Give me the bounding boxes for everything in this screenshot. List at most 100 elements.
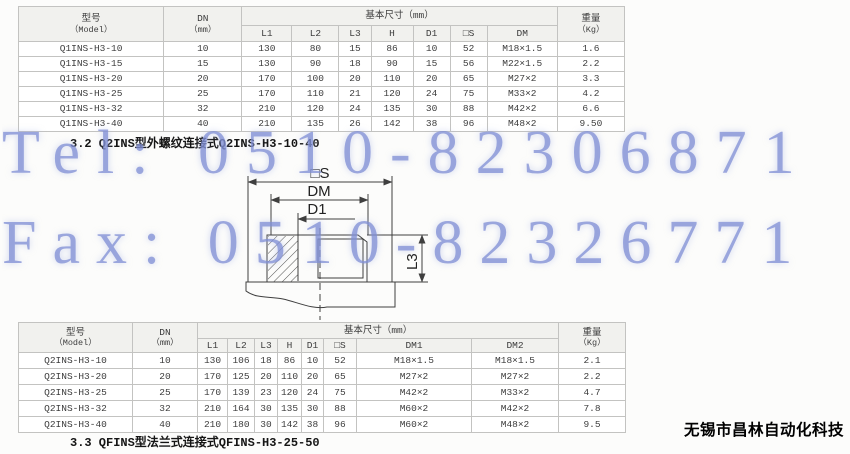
table-cell: 10: [301, 352, 324, 369]
table-row: Q1INS-H3-20 20 170 100 20 110 20 65 M27×2 3.3: [17, 71, 626, 87]
column-header: L3: [338, 25, 372, 42]
table-cell: 110: [277, 368, 302, 385]
section-caption-qfins: 3.3 QFINS型法兰式连接式QFINS-H3-25-50: [70, 436, 320, 450]
table-cell: M42×2: [486, 101, 558, 117]
table-cell: 170: [197, 384, 228, 401]
table-cell: 120: [277, 384, 302, 401]
table-cell: M18×1.5: [470, 352, 560, 369]
table-cell: 3.3: [556, 71, 626, 87]
table-cell: 125: [227, 368, 255, 385]
table-row: Q1INS-H3-10 10 130 80 15 86 10 52 M18×1.5 1.6: [17, 41, 626, 57]
table-cell: M18×1.5: [486, 41, 558, 57]
dim-label-dm: DM: [307, 183, 330, 200]
table-cell: 38: [301, 416, 324, 433]
section-caption-q2ins: 3.2 Q2INS型外螺纹连接式Q2INS-H3-10-40: [70, 137, 320, 151]
fitting-cross-section-diagram: □S DM D1 L3: [245, 165, 428, 320]
table-cell: M48×2: [470, 416, 560, 433]
column-header-weight: 重量 （Kg）: [556, 6, 626, 42]
q2ins-spec-table: 型号 （Model） DN （mm） 基本尺寸（mm） 重量 （Kg） L1 L…: [18, 322, 627, 433]
table-cell: 15: [163, 56, 243, 72]
column-header: L2: [227, 338, 255, 353]
table-cell: 20: [412, 71, 451, 87]
table-cell: 86: [370, 41, 414, 57]
table-cell: 170: [241, 86, 293, 102]
dimension-dm: [270, 194, 369, 235]
table-cell: 75: [323, 384, 357, 401]
table-cell: 52: [323, 352, 357, 369]
table-cell: M42×2: [470, 400, 560, 417]
column-header-weight: 重量 （Kg）: [558, 322, 627, 353]
table-cell: 30: [254, 400, 278, 417]
table-cell: 6.6: [556, 101, 626, 117]
column-header-basic-dimensions: 基本尺寸（mm）: [196, 322, 560, 339]
table-cell: 110: [291, 86, 340, 102]
table-cell: 32: [132, 400, 198, 417]
column-header: L2: [291, 25, 340, 42]
table-cell: M60×2: [356, 400, 472, 417]
table-cell: 20: [163, 71, 243, 87]
column-header-model: 型号 （Model）: [18, 322, 133, 353]
bore: [317, 238, 364, 279]
table-cell: M60×2: [356, 416, 472, 433]
table-cell: 139: [227, 384, 255, 401]
table-cell: 38: [412, 116, 451, 132]
table-cell: M33×2: [486, 86, 558, 102]
table-cell: Q1INS-H3-15: [17, 56, 165, 72]
table-cell: 210: [197, 416, 228, 433]
table-cell: M18×1.5: [356, 352, 472, 369]
table-cell: 25: [132, 384, 198, 401]
table-row: Q2INS-H3-40 40 210 180 30 142 38 96 M60×2 M48×2 9.…: [18, 416, 627, 433]
table-cell: 15: [412, 56, 451, 72]
table-cell: 130: [241, 56, 293, 72]
table-cell: 210: [197, 400, 228, 417]
table-cell: Q1INS-H3-25: [17, 86, 165, 102]
column-header: □S: [323, 338, 357, 353]
table-cell: 110: [370, 71, 414, 87]
table-cell: 120: [370, 86, 414, 102]
table-cell: 18: [338, 56, 372, 72]
header-label: （Model）: [69, 24, 113, 35]
header-label: （Kg）: [578, 338, 606, 349]
dimension-d1: [297, 213, 355, 236]
column-header: DM: [486, 25, 558, 42]
table-cell: 10: [412, 41, 451, 57]
header-label: DN: [159, 326, 171, 338]
table-cell: 52: [449, 41, 488, 57]
table-cell: 130: [197, 352, 228, 369]
section-hatch: [268, 236, 298, 282]
header-label: （Kg）: [577, 24, 605, 35]
table-cell: 80: [291, 41, 340, 57]
column-header-model: 型号 （Model）: [17, 6, 165, 42]
table-cell: 10: [132, 352, 198, 369]
table-cell: 2.2: [556, 56, 626, 72]
table-cell: 210: [241, 101, 293, 117]
table-cell: 25: [163, 86, 243, 102]
table-row: Q1INS-H3-15 15 130 90 18 90 15 56 M22×1.5 2.2: [17, 56, 626, 72]
table-cell: 21: [338, 86, 372, 102]
table-cell: 40: [163, 116, 243, 132]
table-cell: 10: [163, 41, 243, 57]
table-cell: Q2INS-H3-20: [18, 368, 133, 385]
dimension-s: [247, 176, 393, 282]
table-cell: 32: [163, 101, 243, 117]
table-cell: 120: [291, 101, 340, 117]
header-label: 型号: [81, 13, 101, 25]
table-cell: 210: [241, 116, 293, 132]
table-cell: 164: [227, 400, 255, 417]
table-cell: Q2INS-H3-25: [18, 384, 133, 401]
table-cell: 96: [323, 416, 357, 433]
table-cell: 88: [449, 101, 488, 117]
header-label: 重量: [581, 13, 601, 25]
table-cell: 135: [277, 400, 302, 417]
header-label: 型号: [65, 326, 85, 338]
table-cell: 75: [449, 86, 488, 102]
dim-label-d1: D1: [307, 201, 326, 218]
table-cell: Q1INS-H3-20: [17, 71, 165, 87]
column-header-dn: DN （mm）: [132, 322, 198, 353]
table-cell: 65: [323, 368, 357, 385]
column-header: D1: [301, 338, 324, 353]
table-cell: 30: [301, 400, 324, 417]
table-cell: Q1INS-H3-40: [17, 116, 165, 132]
dim-label-s: □S: [310, 165, 329, 182]
